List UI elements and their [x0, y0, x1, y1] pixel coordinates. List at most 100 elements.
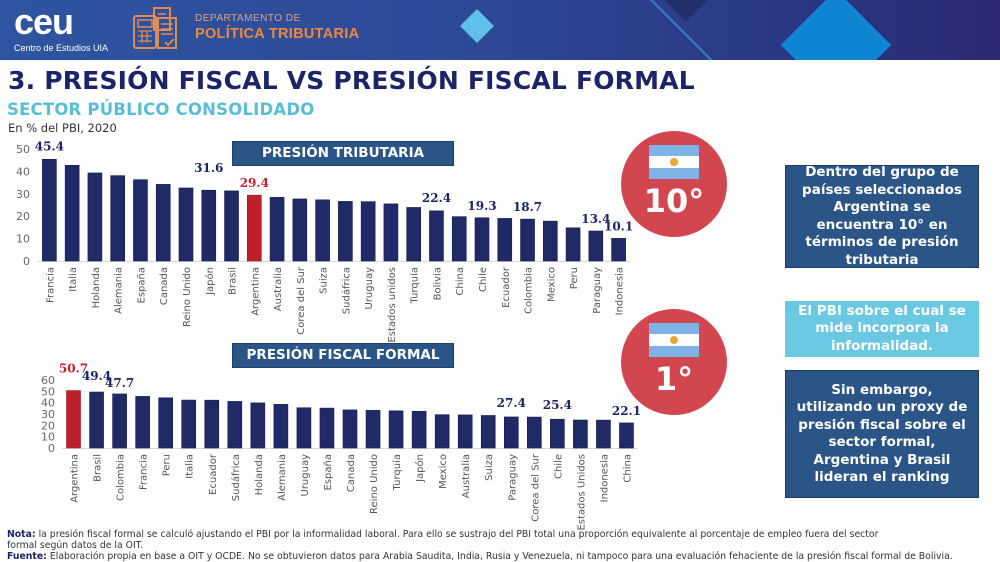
bar — [503, 416, 519, 449]
rank-badge-formal: 1° — [621, 309, 727, 415]
data-label: 19.3 — [467, 199, 496, 213]
rank-value: 1° — [654, 360, 694, 398]
fuente-label: Fuente: — [7, 551, 47, 562]
bar — [429, 210, 444, 262]
category-label: Turquía — [409, 267, 421, 304]
category-label: Chile — [478, 267, 489, 292]
bar — [64, 165, 80, 262]
bar — [406, 207, 421, 262]
bar — [565, 227, 581, 262]
bar — [543, 220, 558, 262]
category-label: Alemania — [114, 267, 125, 314]
category-label: Canada — [159, 267, 170, 305]
category-label: Argentina — [250, 267, 261, 316]
bar — [527, 416, 542, 449]
category-label: Colombia — [524, 267, 535, 314]
y-tick-label: 20 — [16, 210, 30, 223]
y-tick-label: 40 — [16, 165, 30, 178]
rank-value: 10° — [643, 182, 705, 220]
category-label: Turquía — [391, 454, 403, 491]
bar — [89, 391, 104, 449]
category-label: China — [455, 267, 466, 296]
data-label: 29.4 — [240, 176, 269, 190]
chart-title-presion-fiscal-formal: PRESIÓN FISCAL FORMAL — [232, 343, 454, 368]
category-label: Indonesia — [599, 454, 610, 502]
y-tick-label: 50 — [41, 385, 55, 398]
data-label: 45.4 — [35, 139, 64, 153]
bar — [451, 216, 467, 262]
category-label: Australia — [273, 267, 284, 311]
category-label: Reino Unido — [369, 454, 380, 514]
category-label: España — [323, 454, 334, 490]
bar — [224, 190, 239, 262]
data-label: 18.7 — [513, 200, 542, 214]
bar — [619, 422, 634, 449]
bar — [550, 418, 565, 449]
header-banner: ceu Centro de Estudios UIA DEPARTAMENTO … — [0, 0, 1000, 60]
department-line-2: POLÍTICA TRIBUTARIA — [195, 26, 360, 42]
footnote-fuente: Fuente: Elaboración propia en base a OIT… — [7, 551, 997, 562]
data-label: 13.4 — [581, 212, 610, 226]
bar — [573, 419, 588, 449]
bar — [411, 410, 427, 449]
category-label: Argentina — [70, 454, 81, 503]
category-label: Peru — [569, 267, 580, 289]
data-label: 25.4 — [543, 398, 572, 412]
page-subtitle: SECTOR PÚBLICO CONSOLIDADO — [7, 100, 315, 119]
presion-tributaria-chart: 0 10 20 30 40 50 Francia Italia Holanda Alemania E… — [16, 139, 633, 342]
y-tick-label: 50 — [16, 143, 30, 156]
category-label: Colombia — [116, 454, 127, 501]
data-label: 47.7 — [105, 376, 134, 390]
category-label: Ecuador — [208, 453, 219, 495]
bar — [292, 198, 308, 262]
bar — [201, 189, 217, 262]
y-tick-label: 20 — [41, 419, 55, 432]
y-tick-label: 10 — [16, 233, 30, 246]
info-text: El PBI sobre el cual se mide incorpora l… — [798, 302, 966, 354]
bar — [158, 397, 173, 449]
category-label: Bolivia — [432, 267, 443, 300]
bar — [135, 396, 150, 449]
bar — [133, 179, 148, 262]
bar — [360, 201, 376, 262]
y-tick-label: 60 — [41, 374, 55, 387]
y-tick-label: 40 — [41, 397, 55, 410]
category-label: Ecuador — [501, 266, 512, 308]
category-label: Paraguay — [507, 454, 518, 501]
bar — [315, 199, 330, 262]
category-label: España — [136, 267, 147, 303]
info-box-informalidad: El PBI sobre el cual se mide incorpora l… — [785, 301, 979, 357]
category-label: Italia — [68, 267, 79, 292]
bar — [112, 393, 127, 449]
bar — [497, 218, 513, 262]
bar — [338, 201, 353, 262]
bar — [434, 414, 450, 449]
category-label: Italia — [185, 454, 196, 479]
data-label: 22.4 — [422, 191, 451, 205]
bar — [365, 410, 381, 449]
bar — [296, 407, 312, 449]
ceu-logo: ceu Centro de Estudios UIA — [14, 4, 108, 54]
y-tick-label: 30 — [16, 188, 30, 201]
bar — [474, 217, 490, 262]
category-label: Brasil — [228, 267, 239, 295]
data-label: 27.4 — [497, 396, 526, 410]
y-tick-label: 30 — [41, 408, 55, 421]
y-tick-label: 0 — [48, 442, 55, 455]
bar-highlight — [247, 194, 262, 262]
bar — [319, 407, 335, 449]
data-label: 10.1 — [604, 219, 633, 233]
category-label: China — [622, 454, 633, 483]
bar — [204, 399, 220, 449]
category-label: Japón — [414, 454, 426, 483]
bar — [611, 238, 626, 262]
category-label: Sudáfrica — [230, 454, 242, 501]
category-label: Corea del Sur — [530, 453, 541, 522]
bar — [388, 410, 404, 449]
department-title: DEPARTAMENTO DE POLÍTICA TRIBUTARIA — [195, 13, 359, 42]
info-text: Sin embargo, utilizando un proxy de pres… — [796, 381, 968, 486]
data-label: 22.1 — [612, 404, 641, 418]
data-label: 49.4 — [82, 369, 111, 383]
bar — [342, 409, 358, 449]
category-label: Holanda — [91, 267, 102, 308]
